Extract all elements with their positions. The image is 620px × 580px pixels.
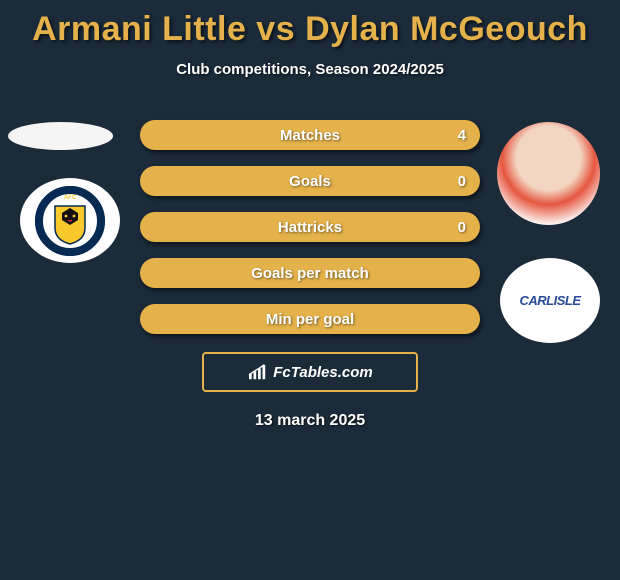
stat-value: 4	[458, 127, 466, 144]
svg-text:AFC: AFC	[64, 195, 77, 201]
club-left-badge: AFC	[20, 178, 120, 263]
stat-label: Min per goal	[266, 311, 354, 328]
stat-row: Goals 0	[140, 166, 480, 196]
stat-value: 0	[458, 173, 466, 190]
stat-row: Hattricks 0	[140, 212, 480, 242]
club-right-badge: CARLISLE	[500, 258, 600, 343]
page-title: Armani Little vs Dylan McGeouch	[0, 0, 620, 49]
stat-label: Hattricks	[278, 219, 342, 236]
player-right-avatar	[497, 122, 600, 225]
stat-row: Matches 4	[140, 120, 480, 150]
subtitle: Club competitions, Season 2024/2025	[0, 61, 620, 78]
stat-label: Goals	[289, 173, 331, 190]
bar-chart-icon	[247, 363, 269, 381]
stat-row: Min per goal	[140, 304, 480, 334]
player-left-avatar	[8, 122, 113, 150]
date-text: 13 march 2025	[0, 412, 620, 430]
afc-wimbledon-crest-icon: AFC	[35, 186, 105, 256]
brand-box[interactable]: FcTables.com	[202, 352, 418, 392]
stat-label: Matches	[280, 127, 340, 144]
stat-label: Goals per match	[251, 265, 369, 282]
stat-row: Goals per match	[140, 258, 480, 288]
carlisle-crest-text: CARLISLE	[520, 293, 581, 308]
brand-text: FcTables.com	[273, 364, 372, 381]
stat-value: 0	[458, 219, 466, 236]
